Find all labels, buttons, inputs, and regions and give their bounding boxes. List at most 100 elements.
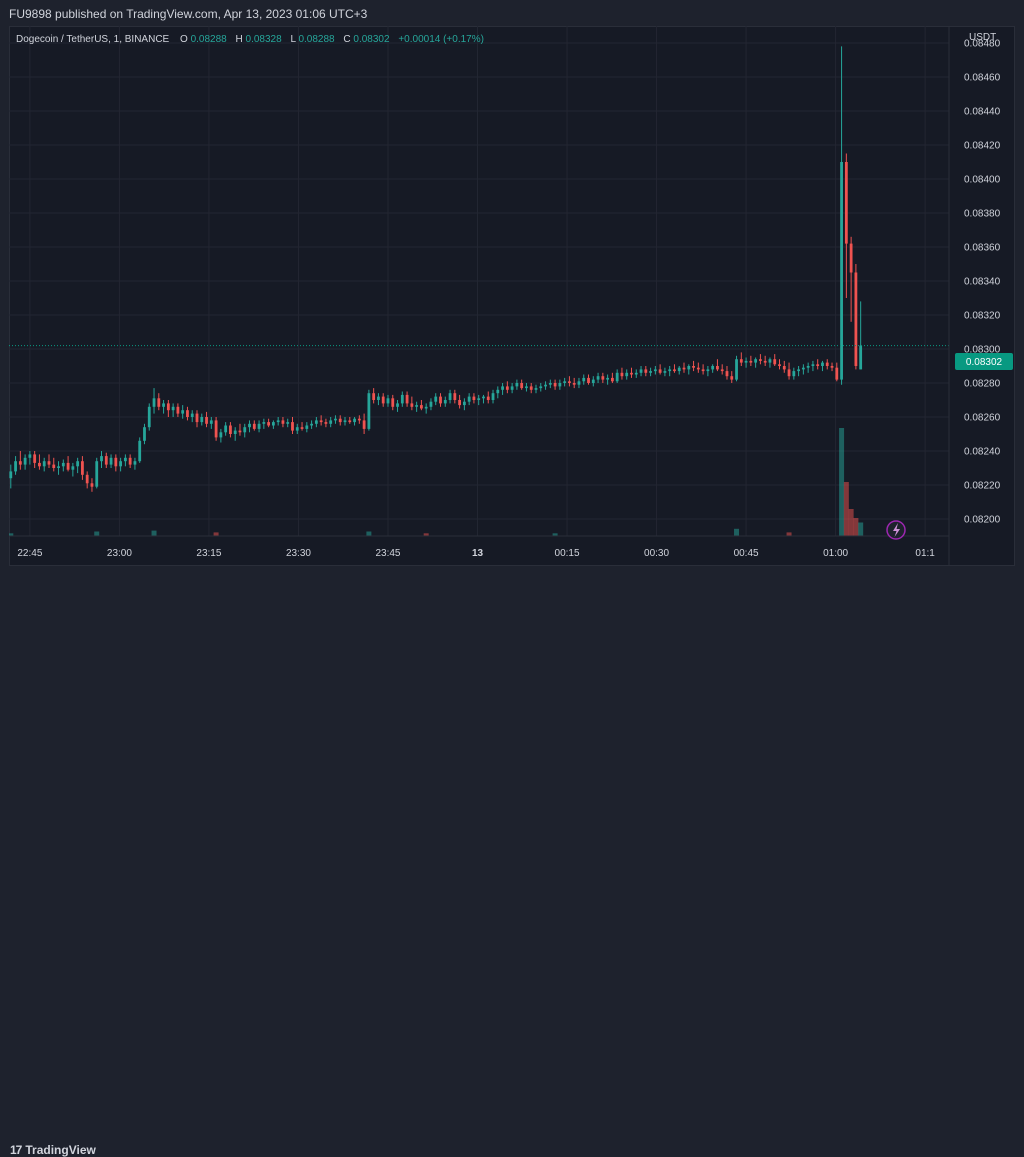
- chart-frame[interactable]: [9, 26, 1015, 566]
- candle: [138, 437, 142, 463]
- candle-body: [534, 388, 538, 390]
- volume-bar: [94, 531, 100, 536]
- y-tick-label: 0.08360: [964, 243, 1001, 254]
- currency-label: USDT: [969, 32, 996, 43]
- candle: [424, 403, 428, 414]
- volume-bar: [858, 522, 864, 536]
- candle: [334, 415, 337, 424]
- candle: [353, 417, 356, 426]
- candle: [276, 417, 280, 426]
- candle-body: [66, 462, 70, 470]
- candle: [754, 357, 758, 368]
- time-axis[interactable]: 22:45 23:00 23:15 23:30 23:45 13 00:15 00:30 00:…: [9, 26, 950, 566]
- candle: [825, 359, 829, 370]
- candle-body: [18, 461, 22, 465]
- candle-body: [276, 420, 280, 423]
- candle-body: [716, 366, 719, 370]
- candle-body: [42, 461, 46, 467]
- candle: [477, 394, 481, 406]
- price-axis[interactable]: 0.08480 0.08460 0.08440 0.08420 0.08400 0.083…: [964, 39, 1001, 526]
- candle-body: [133, 461, 137, 465]
- candle-body: [424, 406, 428, 409]
- candle: [610, 372, 614, 383]
- volume-bars: [9, 428, 864, 536]
- candle-body: [128, 457, 132, 465]
- open-label: O: [180, 34, 188, 45]
- candle: [577, 377, 581, 389]
- candle-body: [157, 398, 161, 407]
- candle: [778, 359, 781, 370]
- candle: [23, 454, 27, 470]
- candle: [33, 451, 37, 468]
- candle: [739, 352, 743, 366]
- candle-body: [844, 162, 848, 244]
- candle-body: [601, 376, 605, 380]
- candle: [606, 374, 610, 385]
- candle: [587, 374, 590, 385]
- y-tick-label: 0.08260: [964, 413, 1001, 424]
- candle-body: [472, 396, 476, 400]
- candle: [844, 153, 848, 298]
- price-chart[interactable]: 0.08480 0.08460 0.08440 0.08420 0.08400 0.083…: [9, 26, 1015, 566]
- y-tick-label: 0.08300: [964, 345, 1001, 356]
- candle: [548, 379, 552, 389]
- candle: [649, 367, 652, 377]
- candle-body: [353, 418, 356, 423]
- candle: [529, 383, 533, 394]
- candle: [171, 403, 175, 417]
- candle: [510, 383, 514, 394]
- candle: [295, 423, 299, 434]
- candle-body: [720, 369, 724, 372]
- candle: [720, 364, 724, 375]
- candle: [429, 398, 433, 411]
- volume-bar: [853, 518, 859, 536]
- candle-body: [367, 393, 371, 429]
- candle: [582, 374, 586, 385]
- y-tick-label: 0.08320: [964, 311, 1001, 322]
- close-value: 0.08302: [353, 34, 390, 45]
- candle: [668, 366, 672, 377]
- lightning-icon[interactable]: [886, 520, 906, 540]
- candle-body: [439, 396, 442, 404]
- candle-body: [458, 400, 462, 406]
- candle: [701, 364, 705, 375]
- candle: [534, 384, 538, 394]
- candle: [634, 369, 638, 378]
- x-tick-label: 13: [472, 548, 484, 559]
- y-tick-label: 0.08440: [964, 107, 1001, 118]
- candle-body: [119, 461, 123, 467]
- candle: [42, 457, 46, 472]
- candle-body: [14, 461, 17, 472]
- candle: [61, 459, 65, 472]
- candle: [9, 464, 13, 489]
- candle-body: [778, 364, 781, 366]
- candle: [735, 355, 738, 382]
- last-price-badge: [955, 353, 1013, 370]
- candle: [677, 366, 681, 375]
- candle-body: [725, 371, 729, 377]
- candle-body: [625, 372, 629, 377]
- candle: [520, 379, 524, 390]
- candle-body: [520, 383, 524, 389]
- candle: [381, 393, 385, 407]
- y-tick-label: 0.08400: [964, 175, 1001, 186]
- candle-body: [816, 364, 820, 366]
- candle-body: [539, 386, 543, 389]
- candle: [248, 420, 251, 433]
- candle: [434, 393, 438, 406]
- candle-body: [257, 423, 261, 429]
- candle-body: [763, 360, 767, 363]
- candle: [362, 413, 366, 434]
- y-tick-label: 0.08240: [964, 447, 1001, 458]
- candle-body: [114, 457, 118, 467]
- chart-legend: Dogecoin / TetherUS, 1, BINANCE O 0.0828…: [16, 34, 484, 45]
- volume-bar: [848, 509, 854, 536]
- candle: [716, 359, 719, 372]
- tradingview-logo-text: TradingView: [25, 1143, 96, 1157]
- candle: [200, 413, 204, 426]
- candle-body: [744, 360, 748, 363]
- tradingview-logo[interactable]: 17 TradingView: [10, 1143, 96, 1157]
- candle: [219, 428, 223, 443]
- y-tick-label: 0.08380: [964, 209, 1001, 220]
- y-tick-label: 0.08200: [964, 515, 1001, 526]
